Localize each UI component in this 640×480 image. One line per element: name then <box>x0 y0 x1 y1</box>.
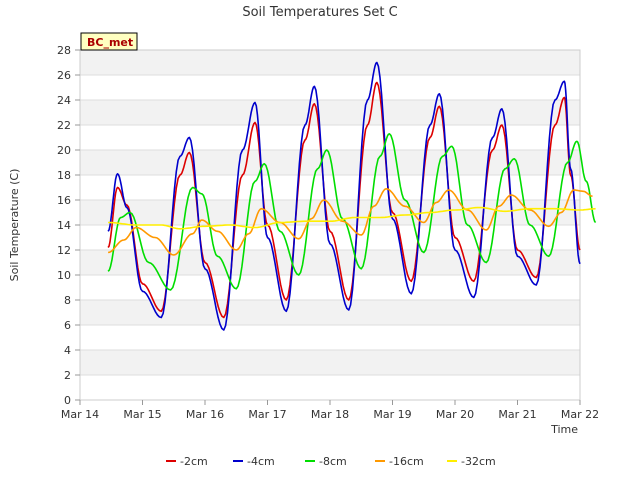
y-tick-label: 4 <box>64 344 71 357</box>
legend-item: -4cm <box>233 455 275 468</box>
y-axis-label: Soil Temperature (C) <box>8 169 21 282</box>
plot-band <box>80 350 580 375</box>
y-tick-label: 28 <box>57 44 71 57</box>
x-tick-label: Mar 19 <box>373 408 411 421</box>
series-lines <box>107 61 597 331</box>
site-badge-box <box>80 32 138 51</box>
plot-band <box>80 100 580 125</box>
x-tick-label: Mar 15 <box>123 408 161 421</box>
y-tick-label: 2 <box>64 369 71 382</box>
y-tick-label: 10 <box>57 269 71 282</box>
y-tick-label: 14 <box>57 219 71 232</box>
x-axis-label: Time <box>550 423 578 436</box>
series-line-minus-32cm <box>108 206 596 230</box>
x-tick-label: Mar 16 <box>186 408 224 421</box>
y-tick-label: 16 <box>57 194 71 207</box>
legend-label: -8cm <box>319 455 347 468</box>
series-line-minus-4cm <box>107 61 581 331</box>
legend: -2cm -4cm -8cm -16cm -32cm <box>166 455 496 468</box>
plot-band <box>80 150 580 175</box>
x-axis-ticks: Mar 14 Mar 15 Mar 16 Mar 17 Mar 18 Mar 19 Mar … <box>61 400 599 421</box>
y-tick-label: 24 <box>57 94 71 107</box>
y-tick-label: 12 <box>57 244 71 257</box>
legend-label: -32cm <box>461 455 496 468</box>
site-badge-label: BC_met <box>87 36 133 49</box>
legend-label: -2cm <box>180 455 208 468</box>
y-tick-label: 26 <box>57 69 71 82</box>
series-line-minus-16cm <box>107 188 593 256</box>
legend-item: -32cm <box>447 455 496 468</box>
y-tick-label: 8 <box>64 294 71 307</box>
y-tick-label: 22 <box>57 119 71 132</box>
x-tick-label: Mar 14 <box>61 408 99 421</box>
plot-band <box>80 50 580 75</box>
plot-band <box>80 250 580 275</box>
legend-item: -8cm <box>305 455 347 468</box>
x-tick-label: Mar 22 <box>561 408 599 421</box>
legend-label: -4cm <box>247 455 275 468</box>
legend-item: -16cm <box>375 455 424 468</box>
x-tick-label: Mar 18 <box>311 408 349 421</box>
y-tick-label: 20 <box>57 144 71 157</box>
legend-item: -2cm <box>166 455 208 468</box>
y-tick-label: 18 <box>57 169 71 182</box>
x-tick-label: Mar 21 <box>498 408 536 421</box>
y-tick-label: 6 <box>64 319 71 332</box>
y-tick-label: 0 <box>64 394 71 407</box>
chart-title: Soil Temperatures Set C <box>242 5 397 20</box>
site-badge: BC_met <box>80 32 138 51</box>
legend-label: -16cm <box>389 455 424 468</box>
x-tick-label: Mar 20 <box>436 408 474 421</box>
x-tick-label: Mar 17 <box>248 408 286 421</box>
